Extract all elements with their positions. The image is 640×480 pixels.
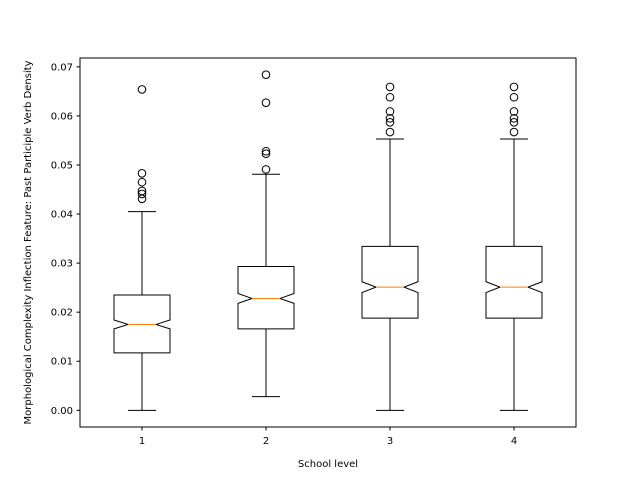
y-tick-label: 0.06: [51, 111, 73, 122]
y-tick-label: 0.00: [51, 406, 73, 417]
outlier-point: [509, 117, 519, 127]
outlier-point: [137, 189, 147, 199]
outlier-point: [509, 92, 519, 102]
outlier-point: [385, 114, 395, 123]
box-group-2: [237, 70, 295, 398]
outlier-point: [261, 98, 271, 107]
outlier-point: [385, 127, 395, 137]
x-tick-label: 3: [387, 436, 393, 447]
y-tick-label: 0.05: [51, 160, 73, 171]
y-tick-label: 0.03: [51, 259, 73, 270]
x-tick-label: 4: [511, 436, 517, 447]
outlier-point: [137, 85, 147, 94]
outlier-point: [385, 117, 395, 127]
outlier-point: [509, 107, 519, 116]
y-axis-label: Morphological Complexity Inflection Feat…: [23, 60, 34, 424]
outlier-point: [385, 107, 395, 116]
outlier-point: [261, 149, 271, 158]
x-tick-label: 1: [139, 436, 145, 447]
x-axis-label: School level: [298, 459, 358, 470]
outlier-point: [261, 165, 271, 174]
box-group-1: [113, 85, 171, 411]
notched-box: [237, 266, 295, 330]
box-group-4: [485, 82, 543, 411]
box-marks: [113, 70, 543, 411]
y-tick-label: 0.04: [51, 210, 73, 221]
notched-box: [485, 245, 543, 319]
x-axis-ticks: 1 2 3 4: [139, 427, 517, 447]
outlier-point: [261, 146, 271, 156]
y-tick-label: 0.02: [51, 308, 73, 319]
y-tick-label: 0.07: [51, 62, 73, 73]
box-group-3: [361, 82, 419, 411]
outlier-point: [385, 82, 395, 92]
outlier-point: [137, 169, 147, 178]
plot-frame: [79, 57, 577, 428]
outlier-point: [509, 82, 519, 92]
outlier-point: [509, 127, 519, 137]
notched-box: [361, 245, 419, 319]
outlier-point: [137, 177, 147, 187]
y-axis-ticks: 0.00 0.01 0.02 0.03 0.04 0.05 0.06 0.07: [51, 62, 80, 417]
notched-box: [113, 294, 171, 354]
outlier-point: [385, 92, 395, 102]
outlier-point: [509, 114, 519, 123]
y-tick-label: 0.01: [51, 357, 73, 368]
outlier-point: [137, 186, 147, 196]
outlier-point: [261, 70, 271, 79]
x-tick-label: 2: [263, 436, 269, 447]
plot-area: [80, 58, 576, 427]
